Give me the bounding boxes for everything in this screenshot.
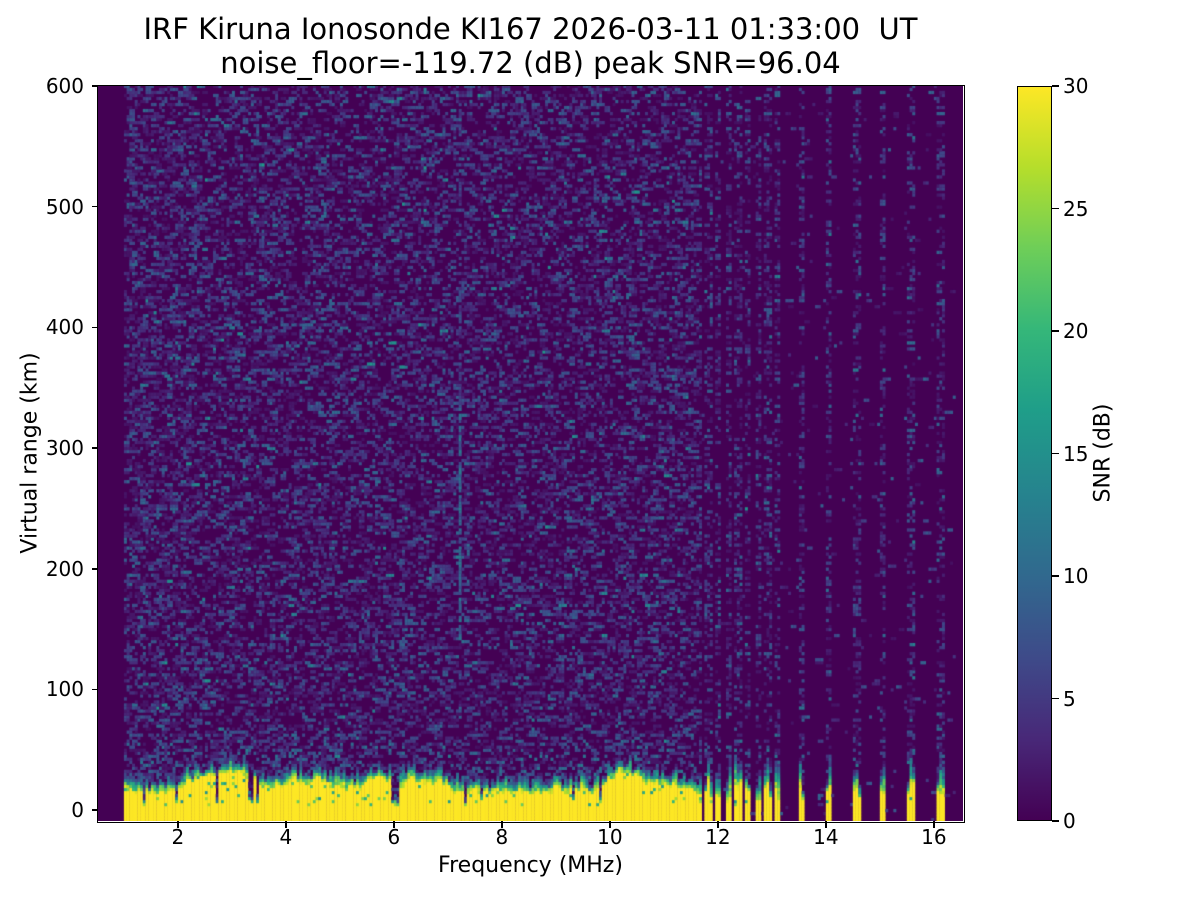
x-tick-label: 6 (387, 825, 401, 849)
y-tick-label: 500 (45, 194, 84, 219)
y-tick-mark (91, 688, 98, 691)
colorbar-tick-label: 5 (1063, 686, 1076, 711)
y-tick-label: 600 (45, 74, 84, 98)
y-tick-label: 300 (45, 436, 84, 461)
x-tick-label: 2 (171, 825, 185, 849)
ionogram-heatmap-canvas (98, 86, 963, 821)
y-tick-mark (91, 568, 98, 570)
colorbar-tick-mark (1052, 575, 1059, 577)
colorbar-tick-label: 15 (1063, 441, 1089, 466)
colorbar-tick-mark (1052, 820, 1059, 822)
x-tick-mark (825, 821, 827, 828)
colorbar-tick-label: 25 (1063, 196, 1089, 221)
x-tick-mark (177, 821, 179, 828)
y-tick-mark (91, 326, 98, 329)
colorbar-tick-mark (1052, 85, 1059, 87)
x-tick-mark (609, 821, 611, 828)
x-tick-mark (717, 821, 719, 828)
y-tick-mark (91, 809, 98, 811)
chart-subtitle: noise_floor=-119.72 (dB) peak SNR=96.04 (220, 46, 841, 80)
colorbar-tick-label: 10 (1063, 564, 1089, 588)
x-tick-label: 8 (495, 825, 509, 849)
y-tick-mark (91, 447, 98, 449)
y-tick-label: 0 (71, 798, 84, 823)
colorbar (1017, 86, 1052, 821)
y-tick-label: 200 (45, 556, 84, 581)
colorbar-tick-mark (1052, 452, 1059, 455)
colorbar-label: SNR (dB) (1090, 403, 1116, 503)
x-axis-label: Frequency (MHz) (438, 853, 623, 878)
y-tick-mark (91, 85, 98, 87)
x-tick-mark (285, 821, 287, 828)
x-tick-label: 10 (597, 825, 623, 849)
x-tick-label: 12 (705, 825, 731, 849)
chart-title: IRF Kiruna Ionosonde KI167 2026-03-11 01… (143, 12, 918, 46)
colorbar-tick-label: 30 (1063, 74, 1089, 98)
y-tick-mark (91, 205, 98, 208)
colorbar-tick-label: 0 (1063, 809, 1076, 833)
colorbar-tick-mark (1052, 697, 1059, 700)
y-axis-label: Virtual range (km) (17, 352, 43, 554)
y-tick-label: 400 (45, 315, 84, 340)
colorbar-tick-mark (1052, 207, 1059, 210)
x-tick-mark (933, 821, 935, 828)
x-tick-label: 16 (921, 825, 947, 849)
x-tick-mark (393, 821, 395, 828)
x-tick-label: 14 (813, 825, 839, 849)
x-tick-label: 4 (279, 825, 293, 849)
y-tick-label: 100 (45, 677, 84, 702)
x-tick-mark (501, 821, 503, 828)
colorbar-tick-mark (1052, 330, 1059, 332)
colorbar-tick-label: 20 (1063, 319, 1089, 343)
